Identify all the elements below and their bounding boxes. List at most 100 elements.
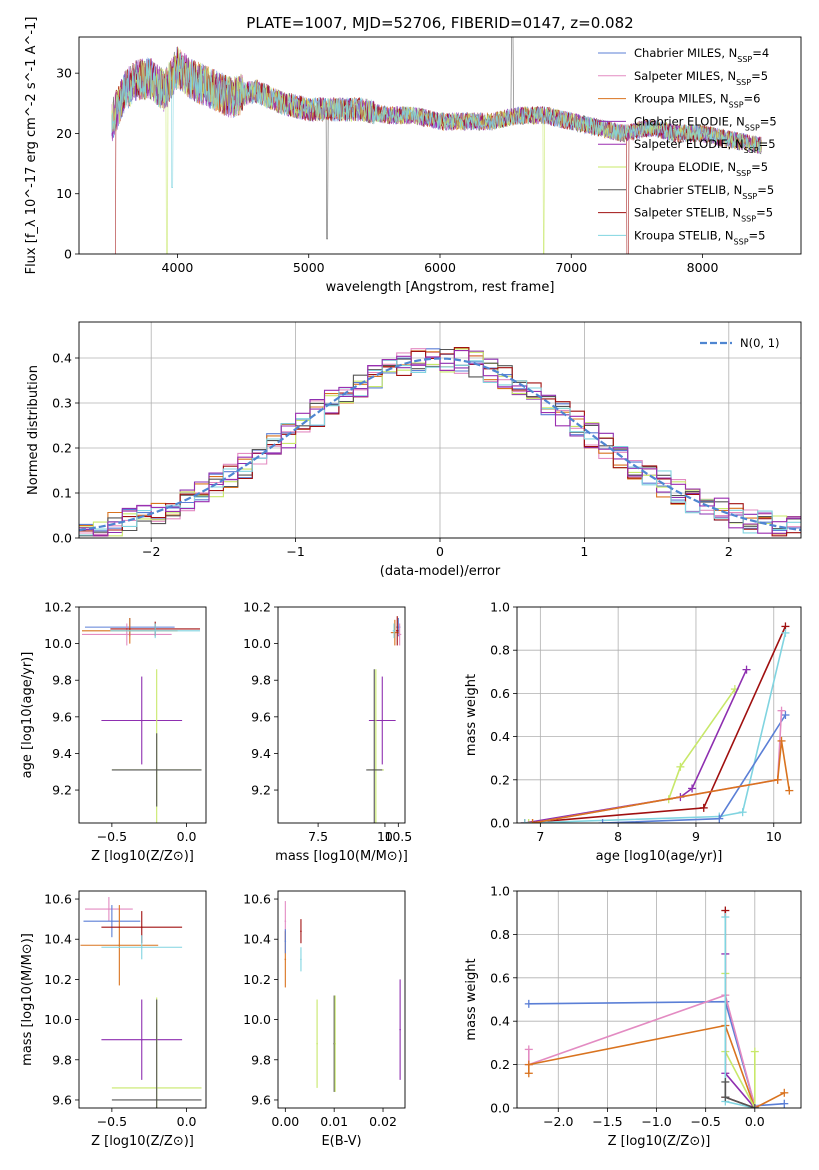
x-tick-label: 6000 (424, 260, 456, 275)
x-tick-label: 7000 (555, 260, 587, 275)
y-axis-label: Normed distribution (26, 365, 41, 495)
y-axis-label: mass weight (464, 958, 479, 1040)
axes-frame (277, 890, 406, 1109)
legend-label: Chabrier STELIB, NSSP=5 (634, 183, 774, 201)
y-tick-label: 0.4 (490, 729, 510, 744)
histogram-salpeter_elodie (79, 350, 801, 537)
plot-area (366, 616, 402, 823)
axes-frame (516, 890, 802, 1109)
y-tick-label: 0 (64, 247, 72, 262)
weight-marker (780, 1088, 789, 1097)
x-tick-label: 2 (725, 544, 733, 559)
x-tick-label: 5000 (293, 260, 325, 275)
weight-marker (524, 819, 533, 823)
data-point (155, 769, 158, 771)
x-tick-label: −1.5 (592, 1114, 622, 1129)
figure-title: PLATE=1007, MJD=52706, FIBERID=0147, z=0… (246, 14, 633, 32)
y-tick-label: 0.3 (52, 396, 72, 411)
y-tick-label: 10.6 (243, 892, 271, 907)
y-axis-label: mass [log10(M/M⊙)] (20, 933, 35, 1066)
x-tick-label: 0.00 (271, 1114, 299, 1129)
x-tick-label: −0.5 (690, 1114, 720, 1129)
data-point (334, 1042, 336, 1045)
weight-marker (721, 913, 730, 922)
y-tick-label: 0.6 (490, 686, 510, 701)
legend-label: Salpeter ELODIE, NSSP=5 (634, 137, 776, 155)
plot-area (111, 37, 762, 254)
data-point (316, 1042, 318, 1045)
y-tick-label: 0.2 (490, 1057, 510, 1072)
y-tick-label: 9.6 (52, 1092, 72, 1107)
x-tick-label: 1 (580, 544, 588, 559)
x-tick-label: 4000 (162, 260, 194, 275)
weight-line-chabrier_miles (602, 714, 787, 823)
x-tick-label: −0.5 (97, 829, 127, 844)
data-point (399, 1028, 401, 1031)
y-tick-label: 9.8 (251, 673, 271, 688)
x-axis-label: E(B-V) (321, 1134, 361, 1149)
y-tick-label: 0.2 (52, 441, 72, 456)
weight-marker (676, 762, 685, 771)
y-axis-label: mass weight (464, 674, 479, 756)
x-axis-label: Z [log10(Z/Z⊙)] (608, 1134, 711, 1149)
axes-frame (78, 606, 207, 824)
data-point (108, 908, 110, 910)
data-point (284, 920, 287, 922)
panel-residuals: −2 −1 0 1 2 0.0 0.1 0.2 0.3 0.4 (data-model)/error… (26, 321, 802, 579)
data-point (126, 633, 128, 636)
x-tick-label: 0.0 (177, 829, 197, 844)
x-axis-label: mass [log10(M/M⊙)] (275, 849, 408, 864)
plot-area (80, 897, 202, 1108)
weight-marker (721, 1077, 730, 1086)
weight-marker (773, 775, 782, 784)
x-tick-label: 7 (536, 829, 544, 844)
y-tick-label: 10.2 (44, 972, 72, 987)
y-tick-label: 9.6 (52, 709, 72, 724)
axes-frame (78, 36, 802, 255)
weight-marker (750, 1047, 759, 1056)
data-point (300, 958, 302, 961)
y-tick-label: 9.6 (251, 1092, 271, 1107)
data-point (111, 920, 113, 922)
x-tick-label: −2.0 (543, 1114, 573, 1129)
x-tick-label: −0.5 (97, 1114, 127, 1129)
data-point (396, 629, 399, 632)
legend-label: Chabrier ELODIE, NSSP=5 (634, 114, 777, 131)
data-point (381, 719, 384, 722)
data-point (284, 940, 287, 943)
y-tick-label: 10.0 (44, 1012, 72, 1027)
data-point (398, 633, 401, 636)
x-tick-label: 7.5 (308, 829, 328, 844)
y-tick-label: 9.8 (52, 1052, 72, 1067)
y-tick-label: 0.8 (490, 643, 510, 658)
y-tick-label: 1.0 (490, 600, 510, 615)
axes-frame (516, 606, 802, 824)
weight-line-salpeter_miles (528, 994, 756, 1107)
legend: Chabrier MILES, NSSP=4 Salpeter MILES, NS… (598, 46, 777, 246)
weight-marker (785, 786, 794, 795)
y-tick-label: 9.4 (52, 746, 72, 761)
legend-label: Kroupa STELIB, NSSP=5 (634, 228, 765, 246)
y-tick-label: 10.2 (243, 972, 271, 987)
y-tick-label: 0.1 (52, 486, 72, 501)
y-tick-label: 9.4 (251, 746, 271, 761)
weight-line-kroupa_stelib (524, 632, 787, 823)
x-tick-label: 10.5 (384, 829, 412, 844)
x-tick-label: 9 (692, 829, 700, 844)
y-tick-label: 9.8 (251, 1052, 271, 1067)
weight-marker (738, 808, 747, 817)
panel-age_vs_Z: −0.5 0.0 9.2 9.4 9.6 9.8 10.0 10.2 Z [log10(Z/Z⊙… (20, 600, 207, 864)
weight-marker (688, 784, 697, 793)
y-tick-label: 10 (56, 186, 72, 201)
y-tick-label: 0.0 (490, 816, 510, 831)
data-point (140, 1038, 143, 1041)
y-axis-label: Flux [f_λ 10^-17 erg cm^-2 s^-1 A^-1] (24, 17, 39, 275)
y-tick-label: 0.0 (490, 1101, 510, 1116)
weight-marker (721, 1093, 730, 1102)
weight-line-chabrier_miles (528, 1000, 785, 1107)
weight-marker (528, 819, 537, 823)
panel-spectrum: 4000 5000 6000 7000 8000 0 10 20 30 wavelength [A… (24, 17, 802, 295)
plot-area (79, 347, 801, 537)
y-tick-label: 0.0 (52, 531, 72, 546)
